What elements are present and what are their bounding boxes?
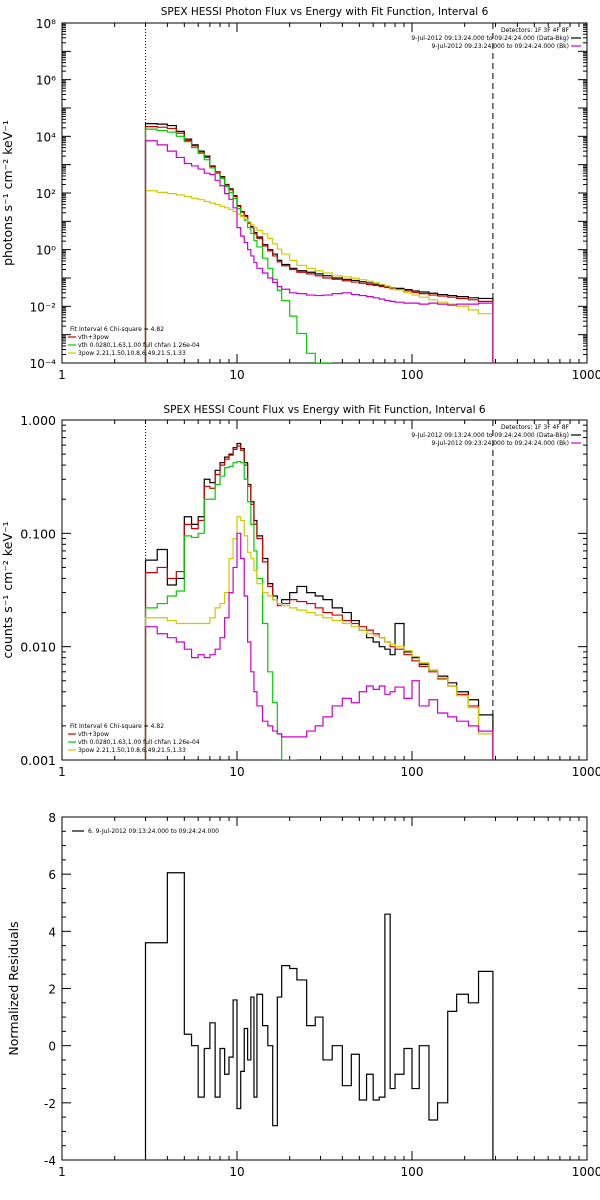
x-tick-label: 10 — [229, 1165, 244, 1179]
series-bk — [144, 532, 494, 760]
y-tick-label: 10² — [36, 187, 56, 201]
series-residuals — [144, 872, 494, 1160]
legend-label: 3pow 2.21,1.50,10.8,6.49,21.5,1.33 — [78, 747, 186, 754]
x-tick-label: 1000 — [572, 765, 600, 779]
series-data-bkg — [144, 123, 494, 363]
series-bk — [144, 140, 494, 363]
info-block: Detectors: 1F 3F 4F 8F9-Jul-2012 09:13:2… — [411, 424, 581, 447]
series-3pow — [144, 190, 494, 363]
y-tick-label: 0.100 — [20, 526, 56, 541]
series-vth-3pow — [144, 126, 494, 363]
y-tick-label: 10⁶ — [36, 74, 56, 88]
legend-label: vth+3pow — [78, 731, 109, 738]
plot-frame — [61, 816, 588, 1161]
info-line: 9-Jul-2012 09:13:24.000 to 09:24:24.000 … — [411, 432, 569, 439]
chart-2: SPEX HESSI Count Flux vs Energy with Fit… — [0, 404, 600, 779]
y-axis: 10⁻⁴ 10⁻² 10⁰ 10² 10⁴ 10⁶ 10⁸ — [30, 17, 587, 371]
x-axis: 1 10 100 1000 — [58, 817, 600, 1179]
info-line: Detectors: 1F 3F 4F 8F — [501, 424, 570, 431]
y-tick-label: 10⁰ — [36, 244, 56, 258]
info-line: 9-Jul-2012 09:23:24.000 to 09:24:24.000 … — [431, 440, 569, 447]
y-tick-label: 10⁴ — [36, 130, 56, 144]
legend-label: vth 0.0280,1.63,1.00 full chfan 1.26e-04 — [78, 739, 200, 746]
y-axis: 0.001 0.010 0.100 1.000 — [20, 413, 587, 768]
y-tick-label: -4 — [44, 1154, 56, 1168]
x-tick-label: 10 — [229, 368, 244, 382]
legend-label: 6. 9-Jul-2012 09:13:24.000 to 09:24:24.0… — [88, 828, 219, 835]
y-tick-label: 0 — [48, 1040, 56, 1054]
legend: Fit Interval 6 Chi-square = 4.82vth+3pow… — [68, 326, 200, 357]
chart-title: SPEX HESSI Photon Flux vs Energy with Fi… — [161, 6, 489, 18]
x-axis: 1 10 100 1000 — [58, 420, 600, 779]
y-tick-label: -2 — [44, 1097, 56, 1111]
x-tick-label: 100 — [401, 765, 424, 779]
legend-label: Fit Interval 6 Chi-square = 4.82 — [70, 326, 164, 333]
legend-label: vth 0.0280,1.63,1.00 full chfan 1.26e-04 — [78, 342, 200, 349]
series-vth — [144, 460, 297, 760]
y-tick-label: 10⁸ — [36, 17, 56, 31]
legend-label: 3pow 2.21,1.50,10.8,6.49,21.5,1.33 — [78, 350, 186, 357]
info-block: Detectors: 1F 3F 4F 8F9-Jul-2012 09:13:2… — [411, 27, 581, 50]
y-tick-label: 8 — [48, 811, 56, 825]
y-axis: -4 -2 0 2 4 6 8 — [44, 811, 587, 1168]
series-vth — [144, 128, 333, 363]
chart-1: SPEX HESSI Photon Flux vs Energy with Fi… — [0, 6, 600, 382]
y-axis-label: photons s⁻¹ cm⁻² keV⁻¹ — [0, 120, 15, 266]
x-tick-label: 1000 — [572, 1165, 600, 1179]
x-tick-label: 100 — [401, 368, 424, 382]
series-group — [144, 872, 494, 1160]
series-group — [144, 442, 494, 760]
x-tick-label: 10 — [229, 765, 244, 779]
legend-label: vth+3pow — [78, 334, 109, 341]
info-line: 9-Jul-2012 09:13:24.000 to 09:24:24.000 … — [411, 35, 569, 42]
y-tick-label: 4 — [48, 925, 56, 939]
y-tick-label: 10⁻² — [30, 300, 57, 314]
info-line: 9-Jul-2012 09:23:24.000 to 09:24:24.000 … — [431, 43, 569, 50]
x-tick-label: 100 — [401, 1165, 424, 1179]
series-3pow — [144, 516, 494, 760]
y-tick-label: 2 — [48, 983, 56, 997]
y-tick-label: 1.000 — [20, 413, 56, 428]
chart-title: SPEX HESSI Count Flux vs Energy with Fit… — [163, 404, 485, 416]
y-axis-label: counts s⁻¹ cm⁻² keV⁻¹ — [0, 521, 15, 658]
y-tick-label: 6 — [48, 868, 56, 882]
plot-frame — [61, 22, 588, 364]
x-axis: 1 10 100 1000 — [58, 23, 600, 382]
series-group — [144, 123, 494, 363]
legend-label: Fit Interval 6 Chi-square = 4.82 — [70, 723, 164, 730]
x-tick-label: 1000 — [572, 368, 600, 382]
x-tick-label: 1 — [58, 765, 66, 779]
plot-frame — [61, 419, 588, 761]
info-line: Detectors: 1F 3F 4F 8F — [501, 27, 570, 34]
y-tick-label: 10⁻⁴ — [30, 357, 57, 371]
y-tick-label: 0.001 — [20, 753, 56, 768]
chart-3: 1 10 100 1000 -4 -2 0 2 4 6 8 Normalized Residuals 6… — [6, 811, 600, 1179]
x-tick-label: 1 — [58, 1165, 66, 1179]
x-tick-label: 1 — [58, 368, 66, 382]
legend: Fit Interval 6 Chi-square = 4.82vth+3pow… — [68, 723, 200, 754]
y-axis-label: Normalized Residuals — [6, 921, 21, 1055]
legend: 6. 9-Jul-2012 09:13:24.000 to 09:24:24.0… — [72, 828, 219, 835]
y-tick-label: 0.010 — [20, 640, 56, 655]
